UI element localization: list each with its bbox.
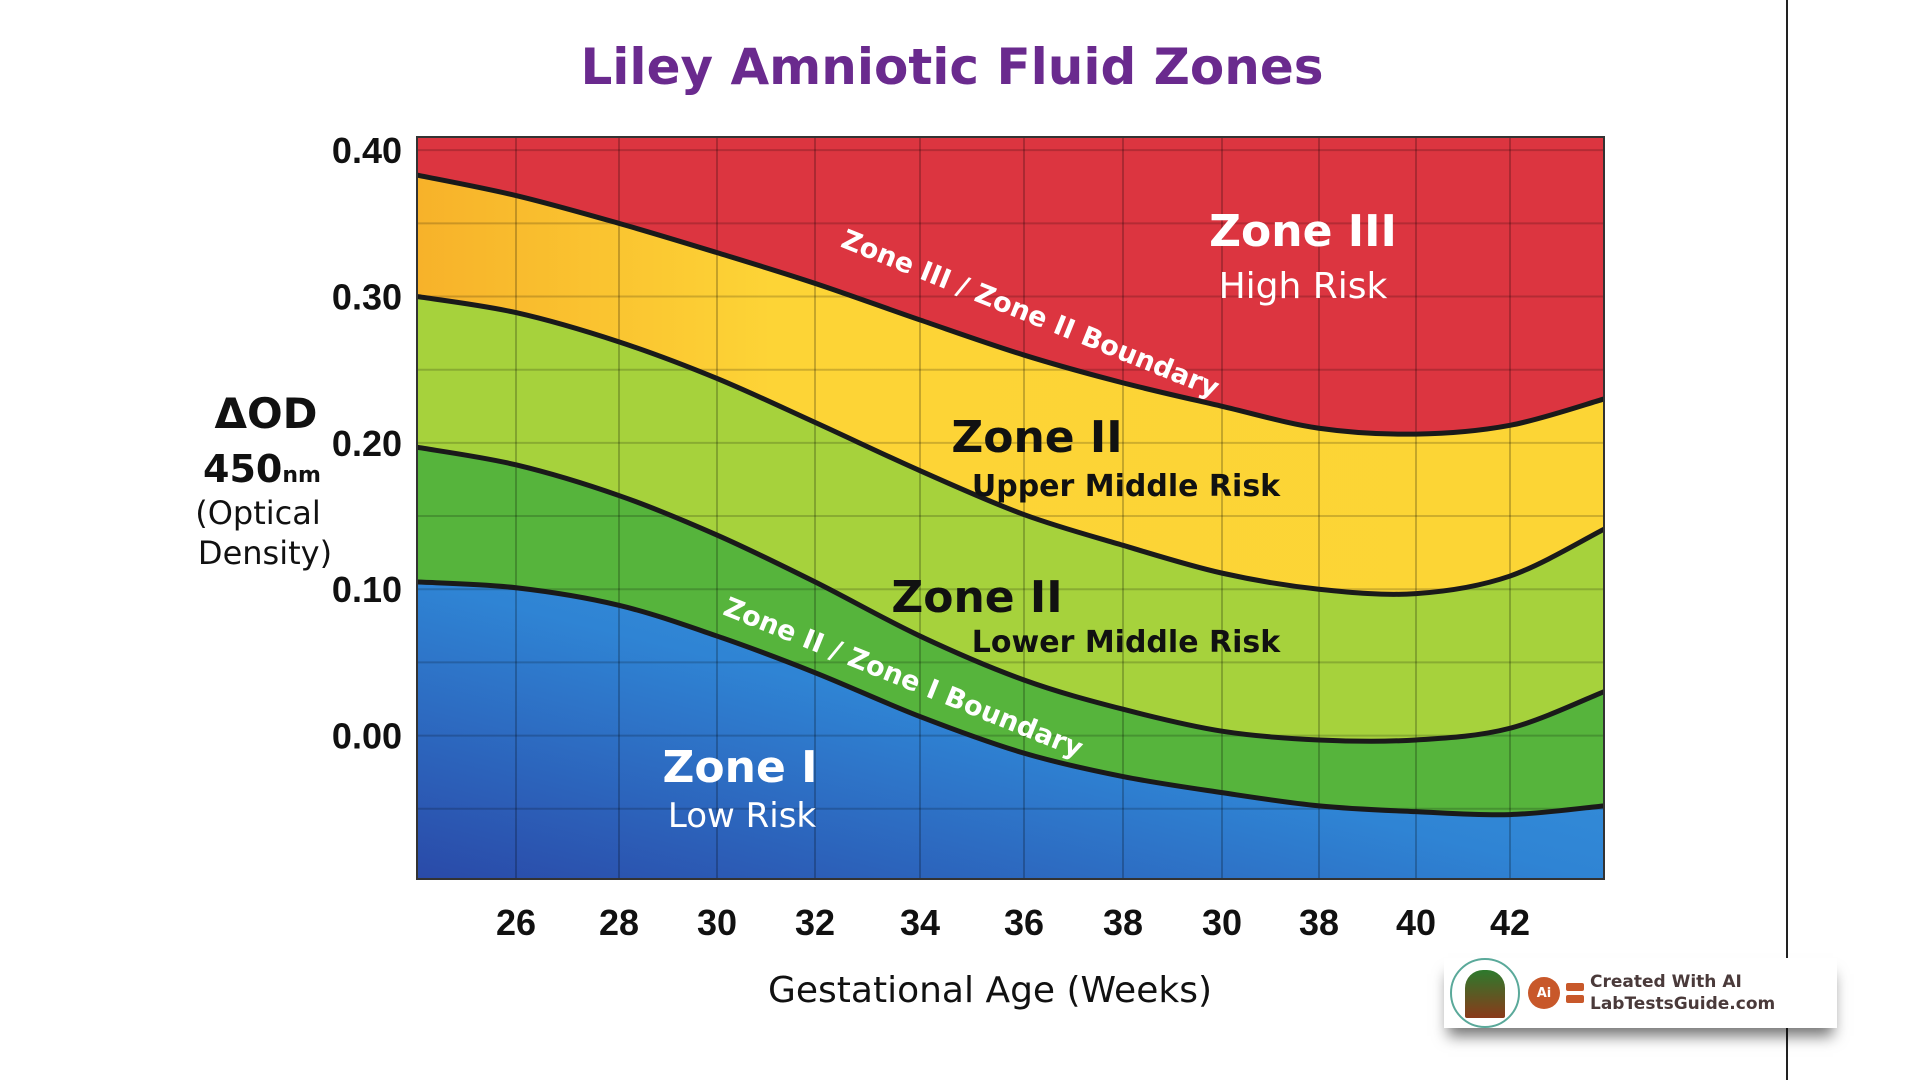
chart-title: Liley Amniotic Fluid Zones	[580, 38, 1323, 96]
watermark-line1: Created With AI	[1590, 972, 1742, 992]
x-tick-label: 38	[1103, 902, 1143, 943]
zone2-lower-label: Zone II	[891, 572, 1062, 623]
x-tick-label: 42	[1490, 902, 1530, 943]
divider-line	[1786, 0, 1788, 1080]
y-label-line2: 450nm	[203, 447, 321, 491]
y-label-line4: Density)	[198, 534, 332, 572]
y-label-450: 450	[203, 447, 282, 491]
zone1-label: Zone I	[663, 742, 818, 793]
boundary-line-1	[417, 172, 1604, 437]
zone1-sub: Low Risk	[668, 796, 817, 836]
x-tick-label: 30	[697, 902, 737, 943]
boundary-line-2	[417, 294, 1604, 597]
x-axis-label: Gestational Age (Weeks)	[768, 970, 1212, 1011]
boundary-line-4	[417, 579, 1604, 818]
x-tick-label: 28	[599, 902, 639, 943]
y-tick-label: 0.30	[332, 277, 402, 318]
family-icon	[1465, 970, 1505, 1018]
watermark-line2: LabTestsGuide.com	[1590, 994, 1776, 1014]
y-tick-label: 0.00	[332, 716, 402, 757]
watermark-logo: Ai Created With AI LabTestsGuide.com	[1444, 958, 1837, 1028]
x-tick-label: 36	[1004, 902, 1044, 943]
x-tick-label: 30	[1202, 902, 1242, 943]
x-tick-label: 34	[900, 902, 940, 943]
x-tick-label: 26	[496, 902, 536, 943]
seal-icon	[1450, 958, 1520, 1028]
y-tick-label: 0.40	[332, 130, 402, 171]
y-axis-label: ΔOD 450nm (Optical Density)	[195, 389, 332, 572]
x-tick-label: 32	[795, 902, 835, 943]
zone3-sub: High Risk	[1219, 266, 1388, 307]
ai-chip-icon: Ai	[1528, 977, 1560, 1009]
y-label-line3: (Optical	[195, 494, 321, 532]
y-label-line1: ΔOD	[214, 389, 317, 438]
boundary-line-3	[417, 444, 1604, 744]
x-tick-label: 38	[1299, 902, 1339, 943]
x-tick-label: 40	[1396, 902, 1436, 943]
zone2-upper-label: Zone II	[951, 412, 1122, 463]
y-label-unit: nm	[282, 463, 321, 488]
zone3-label: Zone III	[1209, 206, 1397, 257]
y-tick-label: 0.20	[332, 423, 402, 464]
zone2-lower-sub: Lower Middle Risk	[972, 625, 1281, 660]
zone2-upper-sub: Upper Middle Risk	[972, 469, 1281, 504]
plot-frame	[416, 136, 1605, 880]
circuit-icon	[1566, 983, 1584, 1003]
y-tick-label: 0.10	[332, 569, 402, 610]
